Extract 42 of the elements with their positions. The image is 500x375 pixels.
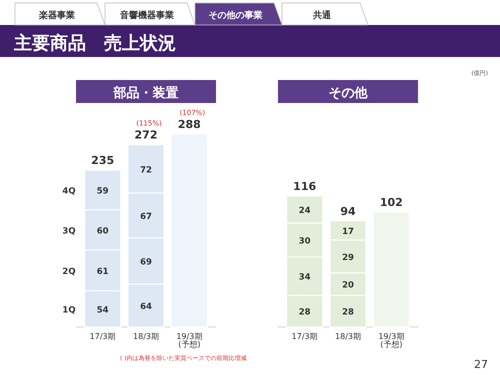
text: 27	[474, 358, 488, 371]
x-tick-label: 19/3期 (予想)	[176, 332, 202, 349]
data-label: 24	[298, 206, 311, 216]
series-label: 3Q	[62, 226, 76, 236]
data-label: 67	[140, 212, 152, 222]
bar	[372, 211, 410, 328]
data-label: 60	[96, 226, 109, 236]
data-label: 61	[96, 266, 109, 277]
series-label: 2Q	[62, 266, 76, 277]
data-label: 28	[298, 308, 311, 318]
data-label: 64	[140, 302, 152, 312]
text: 楽器事業	[38, 10, 75, 21]
total-label: 102	[380, 196, 403, 209]
data-label: 69	[140, 257, 152, 268]
x-tick-label: 17/3期	[292, 332, 318, 341]
x-tick-label: 18/3期	[133, 332, 159, 341]
x-tick-label: 17/3期	[90, 332, 116, 341]
x-tick-label: 19/3期 (予想)	[378, 332, 404, 349]
data-label: 17	[342, 226, 354, 237]
text: 主要商品 売上状況	[13, 33, 176, 54]
data-label: 30	[298, 236, 311, 247]
chart-title: その他	[328, 86, 368, 101]
series-label: 4Q	[62, 186, 76, 196]
total-label: 288	[178, 118, 201, 131]
total-label: 272	[134, 128, 158, 142]
series-label: 1Q	[62, 305, 76, 316]
x-tick-label: 18/3期	[335, 332, 361, 341]
total-label: 94	[340, 204, 356, 218]
text: 音響機器事業	[119, 10, 174, 21]
data-label: 54	[96, 305, 109, 316]
bar	[170, 134, 208, 328]
data-label: 29	[342, 252, 354, 263]
data-label: 59	[96, 186, 109, 196]
data-label: 20	[342, 280, 354, 291]
data-label: 72	[140, 165, 152, 176]
total-label: 235	[91, 154, 114, 168]
data-label: 34	[298, 272, 311, 283]
total-label: 116	[293, 180, 316, 193]
data-label: 28	[342, 308, 354, 318]
text: その他の事業	[208, 10, 262, 21]
chart-title: 部品・装置	[112, 85, 178, 101]
text: 共通	[312, 10, 332, 21]
